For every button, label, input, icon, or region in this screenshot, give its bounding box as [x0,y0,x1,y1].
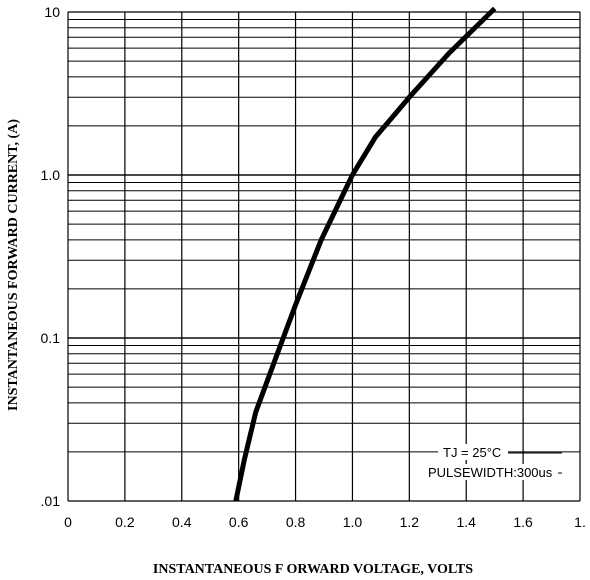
annotation-temperature: TJ = 25°C [443,445,501,460]
annotation-bg-2 [426,464,558,480]
x-tick-label-4: 0.8 [286,514,306,530]
x-tick-label-1: 0.2 [115,514,135,530]
x-tick-label-2: 0.4 [172,514,192,530]
series-line-0 [233,6,497,502]
x-tick-label-9: 1. [574,514,586,530]
x-tick-label-8: 1.6 [513,514,533,530]
x-tick-label-3: 0.6 [229,514,249,530]
y-axis-title: INSTANTANEOUS FORWARD CURRENT, (A) [6,119,21,411]
x-tick-labels: 0 0.2 0.4 0.6 0.8 1.0 1.2 1.4 1.6 1. [64,514,586,530]
x-tick-label-7: 1.4 [456,514,476,530]
legend-annotation: TJ = 25°C PULSEWIDTH:300us [426,444,562,480]
annotation-pulsewidth: PULSEWIDTH:300us [428,465,553,480]
y-tick-label-2: 0.1 [41,330,61,346]
y-tick-label-3: .01 [41,493,61,509]
x-axis-title: INSTANTANEOUS F ORWARD VOLTAGE, VOLTS [153,562,473,577]
x-tick-label-0: 0 [64,514,72,530]
series [233,6,497,502]
y-tick-label-1: 1.0 [41,167,61,183]
y-tick-labels: 10 1.0 0.1 .01 [41,4,61,509]
grid [67,11,581,502]
x-tick-label-5: 1.0 [343,514,363,530]
x-tick-label-6: 1.2 [400,514,420,530]
y-tick-label-0: 10 [44,4,60,20]
annotation-bg-1 [438,444,508,460]
